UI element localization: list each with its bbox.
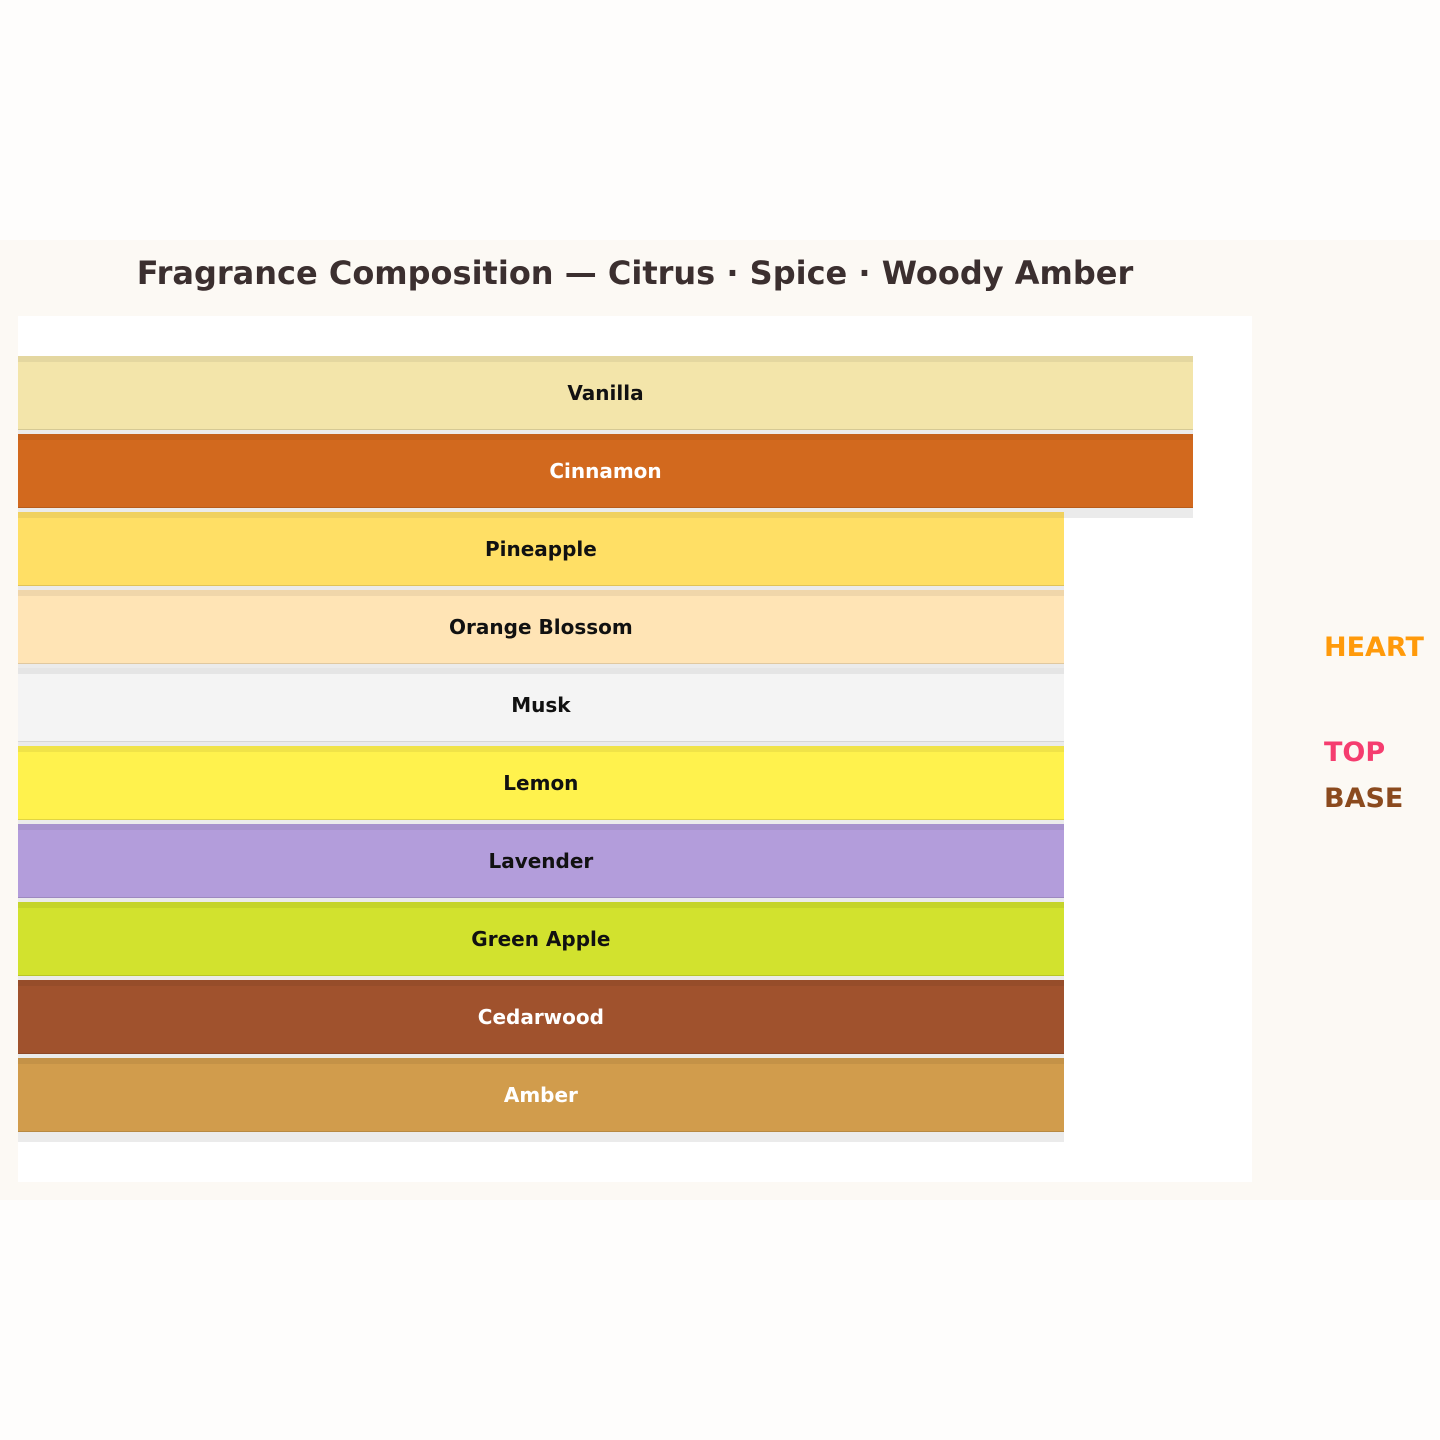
bar-label: Musk	[511, 693, 571, 717]
bar-label: Amber	[503, 1083, 578, 1107]
plot-area: Vanilla Cinnamon Pineapple Orange Blossom Mu…	[18, 316, 1252, 1182]
bar-lavender: Lavender	[18, 824, 1064, 898]
bar-label: Cinnamon	[549, 459, 662, 483]
bar-label: Green Apple	[471, 927, 611, 951]
chart-title: Fragrance Composition — Citrus · Spice ·…	[136, 254, 1134, 292]
bar-label: Pineapple	[484, 537, 597, 561]
legend-base: BASE	[1324, 783, 1404, 814]
bar-cedarwood: Cedarwood	[18, 980, 1064, 1054]
bar-green-apple: Green Apple	[18, 902, 1064, 976]
figure: Fragrance Composition — Citrus · Spice ·…	[0, 240, 1440, 1200]
bar-label: Cedarwood	[477, 1005, 604, 1029]
bar-orange-blossom: Orange Blossom	[18, 590, 1064, 664]
bar-vanilla: Vanilla	[18, 356, 1193, 430]
bar-label: Lemon	[503, 771, 579, 795]
bar-label: Lavender	[488, 849, 594, 873]
legend-top: TOP	[1324, 737, 1386, 768]
bar-label: Vanilla	[567, 381, 644, 405]
bar-amber: Amber	[18, 1058, 1064, 1132]
bar-lemon: Lemon	[18, 746, 1064, 820]
legend-heart: HEART	[1324, 632, 1424, 663]
bar-pineapple: Pineapple	[18, 512, 1064, 586]
bar-musk: Musk	[18, 668, 1064, 742]
bar-cinnamon: Cinnamon	[18, 434, 1193, 508]
bar-label: Orange Blossom	[449, 615, 633, 639]
